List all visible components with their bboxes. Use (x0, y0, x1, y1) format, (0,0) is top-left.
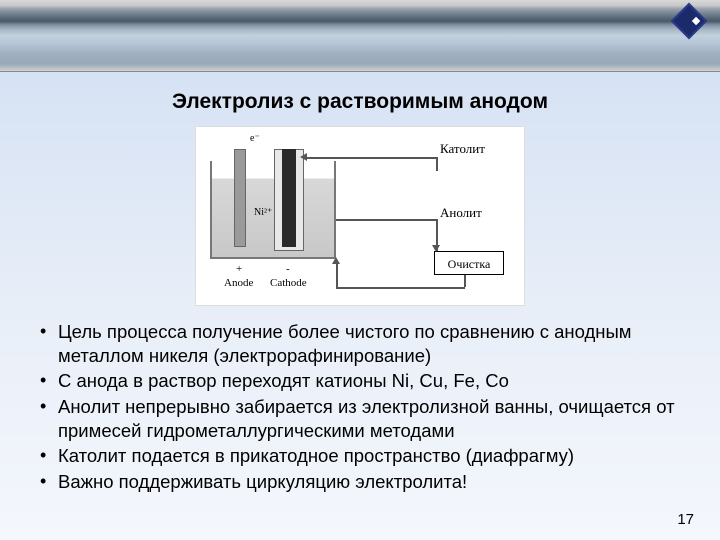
flow-line (336, 287, 434, 289)
flow-line (336, 219, 436, 221)
page-number: 17 (677, 511, 694, 528)
slide-title: Электролиз с растворимым анодом (28, 90, 692, 114)
bullet-item: Анолит непрерывно забирается из электрол… (36, 395, 692, 442)
label-electron: e⁻ (250, 133, 260, 144)
electrolysis-diagram: + - Anode Cathode e⁻ Ni²⁺ Католит Анолит… (195, 126, 525, 306)
flow-line (336, 261, 338, 288)
label-catholyte: Католит (440, 141, 485, 157)
arrow-icon (332, 257, 340, 264)
label-anolyte: Анолит (440, 205, 482, 221)
cleaning-box: Очистка (434, 251, 504, 275)
label-cathode: Cathode (270, 277, 307, 289)
bullet-list: Цель процесса получение более чистого по… (28, 320, 692, 494)
arrow-icon (432, 245, 440, 252)
label-plus: + (236, 263, 242, 275)
bullet-item: Католит подается в прикатодное пространс… (36, 444, 692, 468)
logo-icon (671, 3, 708, 40)
bullet-item: Цель процесса получение более чистого по… (36, 320, 692, 367)
flow-line (304, 157, 436, 159)
diagram-container: + - Anode Cathode e⁻ Ni²⁺ Католит Анолит… (28, 126, 692, 306)
header-banner (0, 0, 720, 72)
slide-content: Электролиз с растворимым анодом + - Anod… (0, 72, 720, 540)
label-anode: Anode (224, 277, 253, 289)
label-minus: - (286, 263, 290, 275)
flow-line (436, 157, 438, 171)
arrow-icon (300, 153, 307, 161)
electrolysis-tank (210, 161, 336, 259)
anode-electrode (234, 149, 246, 247)
bullet-item: Важно поддерживать циркуляцию электролит… (36, 470, 692, 494)
bullet-item: С анода в раствор переходят катионы Ni, … (36, 369, 692, 393)
flow-line (434, 287, 465, 289)
cathode-electrode (282, 149, 296, 247)
label-ni-ion: Ni²⁺ (254, 207, 272, 218)
flow-line (464, 275, 466, 287)
